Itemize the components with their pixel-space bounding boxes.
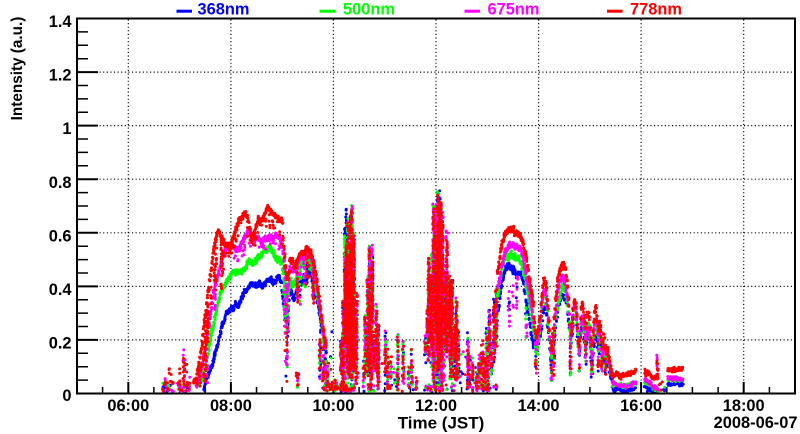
svg-text:Time (JST): Time (JST) [398, 413, 485, 432]
svg-text:12:00: 12:00 [415, 397, 457, 415]
svg-text:368nm: 368nm [198, 1, 250, 19]
svg-text:0.4: 0.4 [49, 281, 73, 299]
svg-text:0.6: 0.6 [49, 227, 72, 245]
svg-text:0: 0 [62, 387, 71, 405]
svg-text:10:00: 10:00 [312, 397, 354, 415]
svg-text:1: 1 [62, 120, 71, 138]
svg-text:08:00: 08:00 [210, 397, 252, 415]
svg-text:778nm: 778nm [630, 1, 682, 19]
svg-text:675nm: 675nm [488, 1, 540, 19]
svg-text:1.2: 1.2 [49, 67, 72, 85]
svg-text:18:00: 18:00 [723, 397, 765, 415]
svg-text:Intensity (a.u.): Intensity (a.u.) [9, 17, 26, 121]
svg-text:500nm: 500nm [343, 1, 395, 19]
svg-text:16:00: 16:00 [620, 397, 662, 415]
svg-text:0.8: 0.8 [49, 174, 72, 192]
svg-text:0.2: 0.2 [49, 335, 72, 353]
svg-text:1.4: 1.4 [49, 13, 73, 31]
svg-text:14:00: 14:00 [518, 397, 560, 415]
svg-text:06:00: 06:00 [107, 397, 149, 415]
svg-text:2008-06-07: 2008-06-07 [714, 414, 798, 432]
